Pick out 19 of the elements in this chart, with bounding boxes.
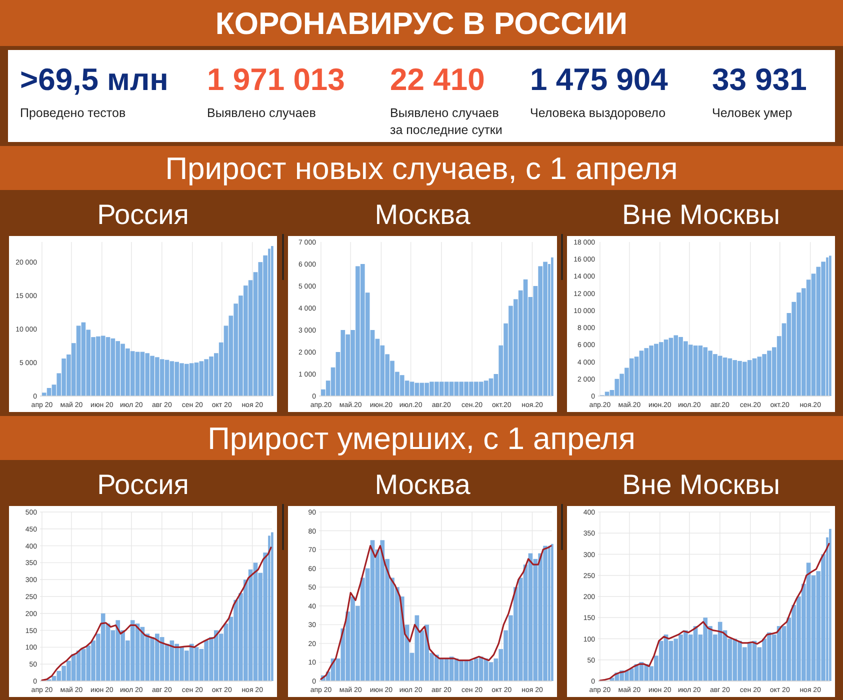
chart-title: Вне Москвы	[622, 199, 780, 230]
category-label: Человека выздоровело	[530, 106, 666, 120]
text: >69,5 млн	[20, 62, 168, 97]
chart-title: Россия	[97, 199, 189, 230]
chart-title: Вне Москвы	[622, 469, 780, 500]
chart-title: Россия	[97, 469, 189, 500]
category-label: Человек умер	[712, 106, 792, 120]
category-label: Проведено тестов	[20, 106, 126, 120]
text: 1 971 013	[207, 62, 345, 97]
text: 33 931	[712, 62, 807, 97]
chart-title: Москва	[374, 469, 471, 500]
category-label: Выявлено случаев за последние сутки	[390, 106, 502, 137]
text: 22 410	[390, 62, 485, 97]
text: Прирост умерших, с 1 апреля	[208, 421, 636, 456]
text: 1 475 904	[530, 62, 668, 97]
text: Прирост новых случаев, с 1 апреля	[165, 151, 678, 186]
text: КОРОНАВИРУС В РОССИИ	[215, 6, 628, 41]
chart-title: Москва	[374, 199, 471, 230]
category-label: Выявлено случаев	[207, 106, 316, 120]
